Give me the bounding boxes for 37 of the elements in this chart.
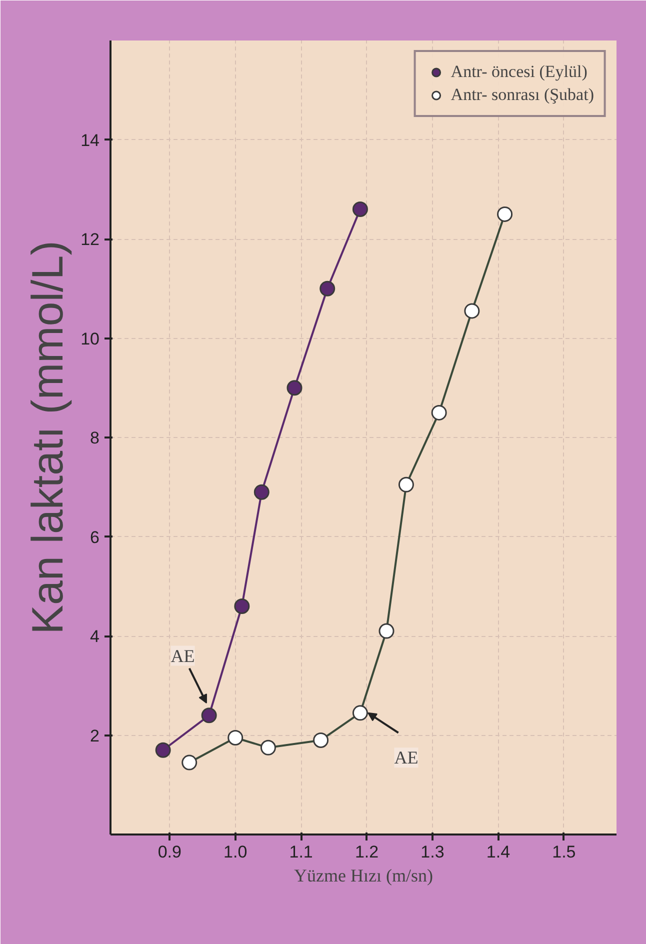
point <box>378 623 394 639</box>
point <box>228 730 244 746</box>
y-tick-label: 10 <box>80 329 100 348</box>
y-axis-title: Kan laktatı (mmol/L) <box>24 240 73 634</box>
point <box>497 206 513 222</box>
x-axis-title: Yüzme Hızı (m/sn) <box>294 866 433 886</box>
point <box>398 476 414 492</box>
y-tick-label: 8 <box>90 428 100 448</box>
point <box>260 740 276 756</box>
x-tick-label: 1.4 <box>486 842 510 862</box>
point <box>352 201 368 217</box>
y-tick-label: 14 <box>80 130 100 150</box>
x-tick-label: 1.1 <box>289 842 313 862</box>
y-tick-label: 4 <box>90 627 100 646</box>
y-tick-label: 6 <box>90 528 100 547</box>
x-tick-label: 1.3 <box>420 842 444 862</box>
y-tick-label: 2 <box>90 726 100 746</box>
point <box>313 732 329 748</box>
point <box>182 754 198 770</box>
x-tick-label: 1.5 <box>552 842 576 862</box>
point <box>431 404 447 420</box>
legend-label: Antr- öncesi (Eylül) <box>450 62 588 82</box>
x-tick-label: 0.9 <box>158 842 182 862</box>
point <box>155 742 171 758</box>
point <box>254 484 270 500</box>
annotation: AE <box>394 748 418 768</box>
y-tick-label: 12 <box>80 230 100 249</box>
point <box>234 598 250 614</box>
point <box>352 705 368 721</box>
point <box>201 708 217 724</box>
point <box>286 380 302 396</box>
x-tick-label: 1.0 <box>224 842 248 862</box>
legend-label: Antr- sonrası (Şubat) <box>450 85 594 105</box>
point <box>464 303 480 319</box>
x-tick-label: 1.2 <box>354 842 379 862</box>
annotation: AE <box>170 646 195 666</box>
point <box>320 280 336 296</box>
